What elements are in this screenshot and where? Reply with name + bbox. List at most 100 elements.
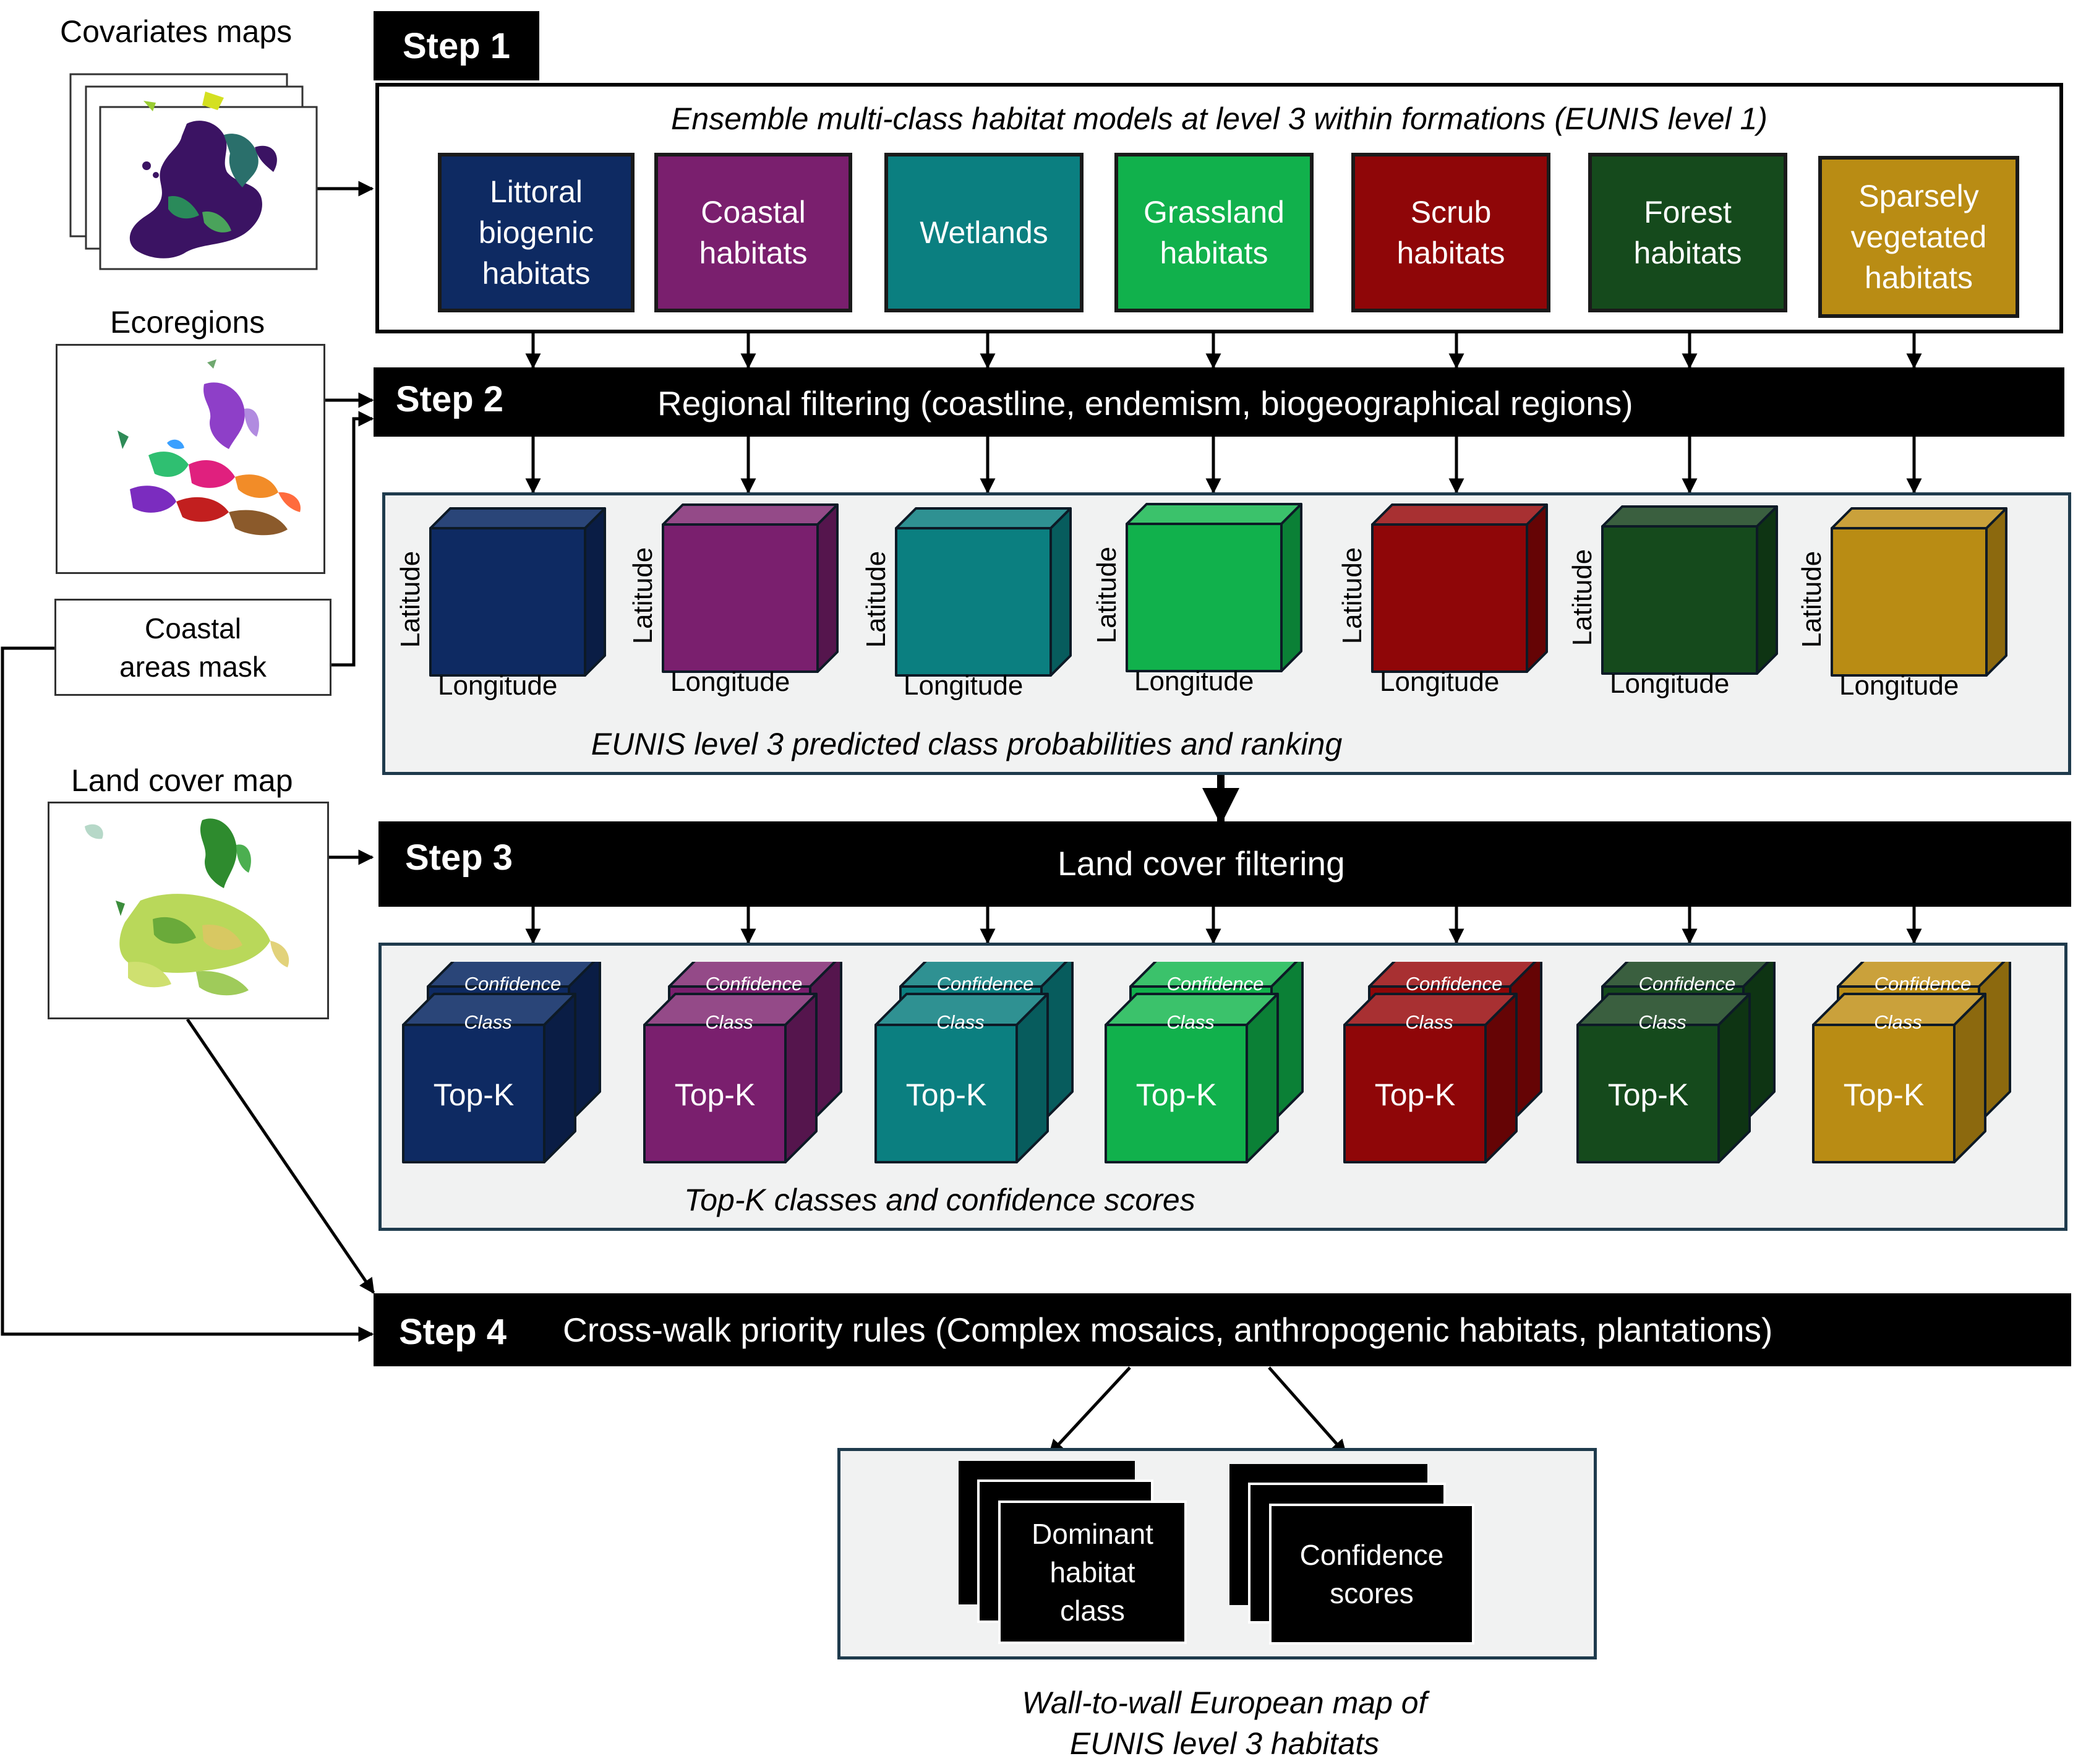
habitat-label: Grassland habitats: [1144, 195, 1285, 270]
habitat-box-3: Wetlands: [884, 153, 1084, 312]
longitude-axis-label: Longitude: [1380, 667, 1500, 697]
covariates-maps-title: Covariates maps: [60, 14, 293, 49]
dominant-habitat-card: Dominant habitat class: [998, 1501, 1187, 1644]
habitat-box-1: Littoral biogenic habitats: [438, 153, 635, 312]
longitude-axis-label: Longitude: [670, 667, 790, 697]
dominant-habitat-label: Dominant habitat class: [1032, 1518, 1153, 1627]
topk-face-label: Top-K: [1607, 1077, 1689, 1112]
coastal-areas-mask-label: Coastal areas mask: [119, 612, 267, 683]
topk-cube-4: [1105, 962, 1304, 1163]
probability-cube-5: [1371, 503, 1548, 673]
step4-bar: [374, 1293, 2071, 1366]
topk-panel-caption: Top-K classes and confidence scores: [684, 1183, 1195, 1217]
topk-cube-2: [643, 962, 842, 1163]
confidence-scores-label: Confidence scores: [1299, 1539, 1444, 1609]
covariates-map-stack: [69, 73, 318, 270]
topk-face-label: Top-K: [1374, 1077, 1456, 1112]
coastal-mask-to-step4-arrow: [1, 646, 374, 1342]
class-face-label: Class: [464, 1011, 512, 1033]
land-cover-to-step4-arrow: [186, 1018, 375, 1295]
land-cover-map: [48, 802, 329, 1019]
latitude-axis-label: Latitude: [1092, 546, 1122, 644]
longitude-axis-label: Longitude: [1610, 669, 1730, 699]
probability-cube-4: [1126, 503, 1302, 672]
class-face-label: Class: [1166, 1011, 1215, 1033]
topk-face-label: Top-K: [1843, 1077, 1925, 1112]
latitude-axis-label: Latitude: [861, 550, 891, 648]
habitat-label: Littoral biogenic habitats: [478, 174, 594, 291]
step3-title: Land cover filtering: [1058, 844, 1345, 883]
habitat-label: Coastal habitats: [699, 195, 808, 270]
latitude-axis-label: Latitude: [628, 547, 658, 644]
latitude-axis-label: Latitude: [1567, 549, 1597, 646]
topk-cube-7: [1812, 962, 2011, 1163]
step2-title: Regional filtering (coastline, endemism,…: [657, 384, 1633, 422]
probability-cube-7: [1831, 507, 2007, 677]
confidence-face-label: Confidence: [1405, 973, 1503, 995]
coastal-areas-mask-box: Coastal areas mask: [54, 599, 331, 696]
topk-cube-1: [402, 962, 601, 1163]
habitat-box-5: Scrub habitats: [1351, 153, 1550, 312]
output-caption-line2: EUNIS level 3 habitats: [1069, 1726, 1380, 1761]
habitat-label: Scrub habitats: [1396, 195, 1505, 270]
probability-cube-3: [895, 507, 1072, 677]
class-face-label: Class: [1405, 1011, 1453, 1033]
habitat-label: Forest habitats: [1633, 195, 1742, 270]
step2-label: Step 2: [396, 379, 504, 419]
latitude-axis-label: Latitude: [1797, 550, 1827, 648]
step4-label: Step 4: [399, 1312, 507, 1352]
topk-cube-5: [1343, 962, 1542, 1163]
confidence-face-label: Confidence: [936, 973, 1034, 995]
ecoregions-title: Ecoregions: [110, 305, 265, 340]
habitat-box-4: Grassland habitats: [1114, 153, 1314, 312]
class-face-label: Class: [936, 1011, 985, 1033]
confidence-face-label: Confidence: [464, 973, 562, 995]
step4-to-dominant-arrow: [1048, 1366, 1131, 1455]
step3-label: Step 3: [405, 837, 513, 878]
habitat-box-6: Forest habitats: [1588, 153, 1787, 312]
topk-cube-3: [874, 962, 1074, 1163]
step1-label-box: Step 1: [374, 11, 539, 80]
habitat-box-2: Coastal habitats: [654, 153, 852, 312]
step1-label: Step 1: [402, 25, 511, 66]
step4-to-confidence-arrow: [1268, 1366, 1347, 1455]
land-cover-map-title: Land cover map: [71, 763, 293, 798]
probability-panel-caption: EUNIS level 3 predicted class probabilit…: [591, 727, 1343, 761]
topk-face-label: Top-K: [905, 1077, 987, 1112]
output-caption-line1: Wall-to-wall European map of: [1022, 1685, 1427, 1720]
longitude-axis-label: Longitude: [438, 670, 558, 701]
habitat-label: Wetlands: [920, 215, 1048, 250]
topk-face-label: Top-K: [1135, 1077, 1217, 1112]
confidence-face-label: Confidence: [1638, 973, 1736, 995]
dominant-habitat-stack: Dominant habitat class: [959, 1461, 1194, 1646]
coastal-mask-to-step2-arrow: [331, 411, 374, 667]
topk-face-label: Top-K: [674, 1077, 756, 1112]
step2-bar: [374, 367, 2064, 437]
latitude-axis-label: Latitude: [395, 550, 425, 648]
habitat-label: Sparsely vegetated habitats: [1850, 179, 1987, 295]
class-face-label: Class: [1638, 1011, 1686, 1033]
step1-title: Ensemble multi-class habitat models at l…: [671, 101, 1768, 136]
probability-cube-1: [429, 507, 606, 677]
class-face-label: Class: [705, 1011, 753, 1033]
confidence-scores-stack: Confidence scores: [1229, 1464, 1489, 1650]
probability-cube-2: [662, 503, 839, 673]
confidence-face-label: Confidence: [705, 973, 803, 995]
longitude-axis-label: Longitude: [1839, 670, 1959, 701]
topk-cube-6: [1576, 962, 1776, 1163]
habitat-box-7: Sparsely vegetated habitats: [1818, 156, 2019, 318]
confidence-face-label: Confidence: [1874, 973, 1972, 995]
probability-cube-6: [1601, 505, 1778, 675]
topk-face-label: Top-K: [433, 1077, 515, 1112]
longitude-axis-label: Longitude: [1134, 666, 1254, 696]
step3-bar: [378, 821, 2071, 907]
longitude-axis-label: Longitude: [904, 670, 1024, 701]
latitude-axis-label: Latitude: [1337, 547, 1367, 644]
class-face-label: Class: [1874, 1011, 1922, 1033]
ecoregions-map: [56, 344, 325, 574]
step4-title: Cross-walk priority rules (Complex mosai…: [563, 1311, 1773, 1349]
confidence-scores-card: Confidence scores: [1269, 1504, 1474, 1645]
confidence-face-label: Confidence: [1166, 973, 1264, 995]
